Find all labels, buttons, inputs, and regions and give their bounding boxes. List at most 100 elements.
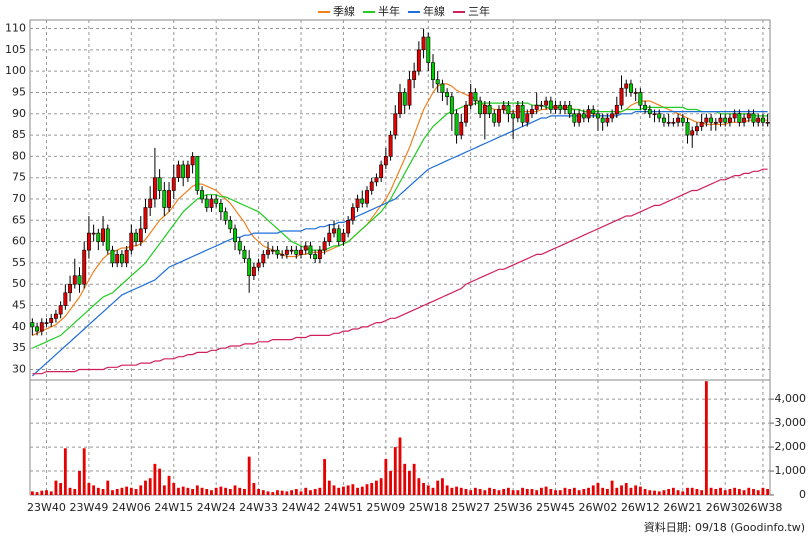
volume-bar	[30, 491, 34, 495]
x-tick-label: 23W49	[69, 501, 108, 514]
volume-bar	[379, 478, 383, 495]
volume-bar	[624, 483, 628, 495]
volume-bar	[40, 490, 44, 495]
candle-body	[713, 121, 718, 124]
y-tick-label: 95	[12, 85, 26, 98]
candle-body	[322, 241, 327, 251]
candle-body	[303, 245, 308, 251]
volume-bar	[554, 490, 557, 495]
y-tick-label: 40	[12, 320, 26, 333]
volume-bar	[162, 485, 166, 495]
volume-bar	[318, 487, 322, 495]
candle-body	[440, 83, 445, 93]
x-tick-label: 23W40	[27, 501, 66, 514]
volume-bar	[45, 490, 48, 495]
candle-body	[482, 104, 487, 115]
volume-bar	[502, 489, 506, 495]
volume-bar	[464, 489, 468, 495]
y-tick-label: 90	[12, 107, 26, 120]
volume-bar	[469, 490, 473, 495]
volume-bar	[723, 490, 727, 495]
candle-body	[105, 228, 110, 251]
candle-body	[195, 156, 200, 191]
volume-bar	[323, 459, 326, 495]
volume-bar	[219, 486, 223, 495]
volume-bar	[563, 487, 567, 495]
candle-body	[350, 207, 355, 221]
candle-body	[694, 126, 699, 132]
y-tick-label: 55	[12, 256, 26, 269]
candle-body	[119, 254, 124, 264]
candle-body	[760, 117, 765, 123]
volume-bar	[82, 448, 86, 495]
volume-bar	[214, 487, 218, 495]
candle-body	[270, 249, 275, 252]
candle-body	[360, 198, 365, 204]
volume-bar	[266, 491, 270, 495]
y-tick-label: 30	[12, 362, 26, 375]
candle-body	[539, 104, 544, 107]
volume-bar	[431, 487, 435, 495]
candle-body	[58, 305, 63, 315]
volume-bar	[643, 489, 647, 495]
volume-bar	[426, 485, 430, 495]
volume-bar	[601, 487, 605, 495]
ma-line	[32, 168, 768, 375]
y-tick-label: 100	[5, 64, 26, 77]
volume-bar	[271, 492, 275, 495]
y-tick-label: 35	[12, 341, 26, 354]
x-tick-label: 24W51	[324, 501, 363, 514]
candle-body	[515, 104, 520, 119]
volume-bar	[478, 489, 482, 495]
x-tick-label: 24W33	[239, 501, 278, 514]
volume-bar	[544, 486, 548, 495]
candle-body	[530, 109, 534, 115]
volume-bar	[577, 490, 581, 495]
candle-body	[657, 113, 662, 119]
volume-bar	[125, 486, 129, 495]
candle-body	[299, 249, 303, 255]
candle-body	[459, 121, 464, 136]
legend-label: 年線	[423, 4, 445, 18]
candle-body	[266, 249, 270, 255]
volume-bar	[596, 483, 600, 495]
candle-body	[412, 70, 417, 80]
candle-body	[86, 232, 91, 251]
candle-body	[619, 87, 624, 106]
candle-body	[751, 113, 756, 123]
volume-bar	[719, 487, 722, 495]
candle-body	[525, 113, 530, 123]
candle-body	[96, 232, 101, 242]
candle-body	[421, 36, 426, 51]
x-tick-label: 26W21	[663, 501, 702, 514]
candle-body	[600, 117, 605, 123]
volume-bar	[422, 483, 425, 495]
volume-bar	[549, 489, 553, 495]
volume-bar	[129, 487, 133, 495]
candle-body	[308, 245, 313, 255]
candle-body	[204, 198, 209, 208]
x-tick-label: 25W27	[451, 501, 490, 514]
volume-bar	[144, 480, 147, 495]
volume-bar	[506, 487, 510, 495]
candle-body	[737, 113, 742, 123]
candle-body	[553, 104, 558, 110]
candle-body	[468, 92, 473, 106]
volume-bar	[191, 489, 195, 495]
candle-body	[746, 113, 751, 119]
candle-body	[445, 92, 450, 98]
candle-body	[473, 92, 478, 102]
candle-body	[190, 156, 195, 166]
volume-bar	[200, 487, 204, 495]
candle-body	[581, 113, 586, 119]
x-tick-label: 25W18	[409, 501, 448, 514]
candle-body	[685, 121, 690, 136]
x-tick-label: 24W24	[197, 501, 236, 514]
volume-bar	[629, 487, 633, 495]
volume-bar	[516, 490, 520, 495]
footnote: 資料日期: 09/18 (Goodinfo.tw)	[644, 520, 805, 534]
y-tick-label: 105	[5, 43, 26, 56]
volume-bar	[398, 437, 402, 495]
candle-body	[383, 156, 388, 166]
x-tick-label: 26W30	[706, 501, 745, 514]
